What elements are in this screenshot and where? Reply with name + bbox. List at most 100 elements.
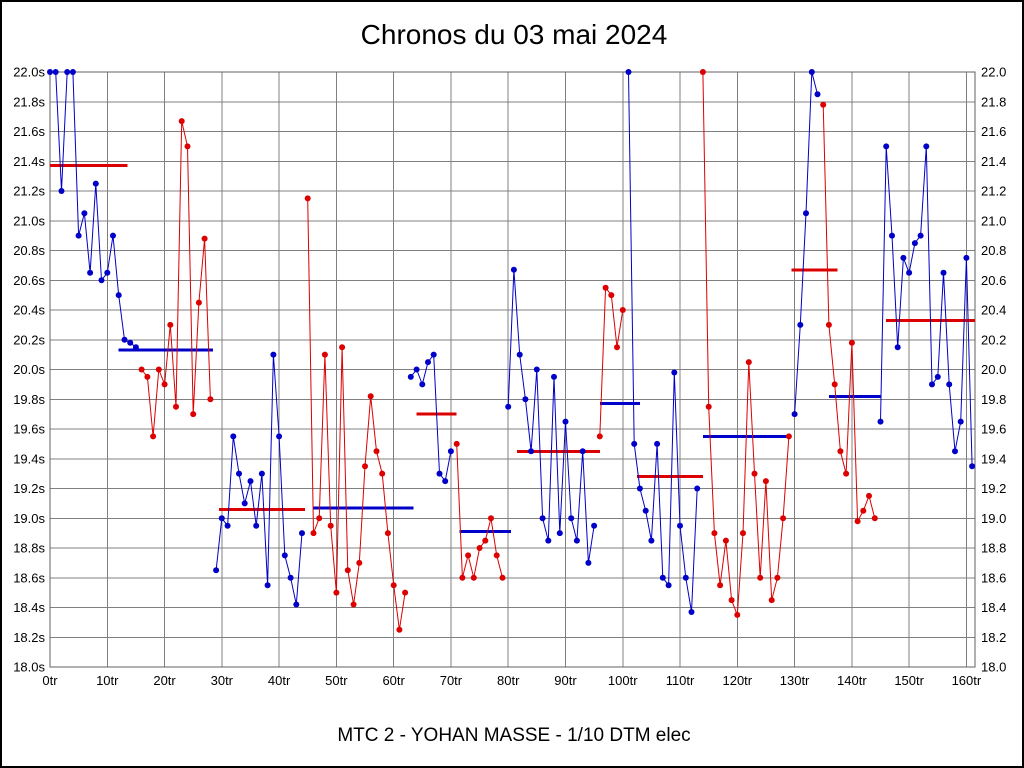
lap-point: [407, 373, 414, 380]
lap-point: [144, 373, 151, 380]
lap-point: [218, 515, 225, 522]
lap-point: [470, 574, 477, 581]
lap-point: [396, 626, 403, 633]
lap-point: [957, 418, 964, 425]
lap-point: [533, 366, 540, 373]
lap-point: [167, 321, 174, 328]
lap-point: [665, 582, 672, 589]
lap-point: [236, 470, 242, 477]
axis-tick-labels: 22.0s 22.0 21.8s 21.8 21.6s 21.6 21.4s 21.4 21.2…: [13, 65, 1006, 689]
lap-point: [860, 507, 867, 514]
lap-point: [648, 537, 655, 544]
lap-point: [751, 470, 758, 477]
x-tick-label: 110tr: [666, 673, 695, 688]
y-tick-label-left: 20.4s: [13, 303, 45, 318]
lap-point: [419, 381, 426, 388]
lap-point: [917, 232, 924, 239]
lap-point: [384, 530, 391, 537]
lap-point: [814, 91, 821, 98]
chart-subtitle: MTC 2 - YOHAN MASSE - 1/10 DTM elec: [337, 725, 690, 746]
lap-point: [476, 545, 483, 551]
lap-point: [304, 195, 311, 202]
lap-point: [866, 492, 872, 499]
lap-point: [734, 611, 741, 618]
x-tick-label: 0tr: [42, 673, 58, 688]
lap-point: [356, 559, 363, 566]
lap-point: [573, 537, 580, 544]
lap-point: [488, 515, 494, 522]
lap-point: [453, 440, 460, 447]
lap-point: [52, 69, 59, 75]
lap-point: [230, 433, 237, 440]
y-tick-label-right: 21.4: [981, 154, 1006, 169]
y-tick-label-left: 20.8s: [13, 243, 45, 258]
y-tick-label-left: 21.2s: [13, 184, 45, 199]
y-tick-label-right: 20.6: [981, 273, 1006, 288]
lap-point: [591, 522, 598, 529]
lap-point: [562, 418, 569, 425]
y-tick-label-left: 19.0s: [13, 511, 45, 526]
y-tick-label-right: 18.2: [981, 630, 1006, 645]
lap-point: [934, 373, 941, 380]
stint-12: [820, 101, 878, 525]
lap-point: [173, 403, 179, 410]
lap-point: [442, 478, 449, 485]
lap-point: [373, 448, 380, 455]
lap-point: [224, 522, 231, 529]
y-tick-label-left: 21.6s: [13, 124, 45, 139]
lap-point: [310, 530, 317, 537]
lap-point: [344, 567, 351, 574]
lap-point: [87, 269, 94, 276]
lap-point: [69, 69, 76, 75]
lap-point: [321, 351, 328, 358]
lap-point: [642, 507, 649, 514]
lap-point: [459, 574, 466, 581]
chart-title: Chronos du 03 mai 2024: [361, 19, 668, 50]
lap-point: [258, 470, 265, 477]
lap-point: [820, 101, 827, 108]
lap-point: [894, 344, 901, 351]
lap-point: [522, 396, 529, 403]
y-tick-label-left: 18.2s: [13, 630, 45, 645]
lap-point: [327, 522, 334, 529]
stint-2: [138, 118, 214, 440]
lap-point: [808, 69, 815, 75]
lap-point: [184, 143, 191, 150]
y-tick-label-right: 19.4: [981, 451, 1006, 466]
y-tick-label-right: 19.2: [981, 481, 1006, 496]
lap-point: [877, 418, 884, 425]
lap-point: [270, 351, 277, 358]
lap-point: [367, 393, 374, 400]
lap-point: [505, 403, 512, 410]
lap-point: [132, 344, 139, 351]
lap-point: [631, 440, 638, 447]
lap-point: [247, 478, 254, 485]
lap-point: [379, 470, 386, 477]
x-tick-label: 10tr: [96, 673, 119, 688]
stint-1: [47, 69, 139, 351]
y-tick-label-left: 19.4s: [13, 451, 45, 466]
lap-point: [350, 601, 357, 608]
x-tick-label: 150tr: [894, 673, 924, 688]
lap-point: [900, 254, 907, 261]
lap-point: [58, 188, 65, 194]
lap-point: [654, 440, 661, 447]
y-tick-label-left: 19.8s: [13, 392, 45, 407]
lap-point: [848, 339, 855, 346]
lap-point: [127, 339, 134, 346]
lap-point: [728, 597, 735, 604]
lap-point: [969, 463, 976, 470]
lap-point: [940, 269, 947, 276]
stint-8: [596, 284, 626, 440]
lap-point: [579, 448, 586, 455]
lap-time-series: [47, 69, 976, 633]
y-tick-label-left: 20.0s: [13, 362, 45, 377]
lap-point: [465, 552, 472, 559]
lap-point: [946, 381, 953, 388]
lap-point: [161, 381, 168, 388]
lap-point: [81, 210, 88, 217]
lap-point: [883, 143, 890, 150]
lap-point: [803, 210, 809, 217]
lap-point: [339, 344, 346, 351]
